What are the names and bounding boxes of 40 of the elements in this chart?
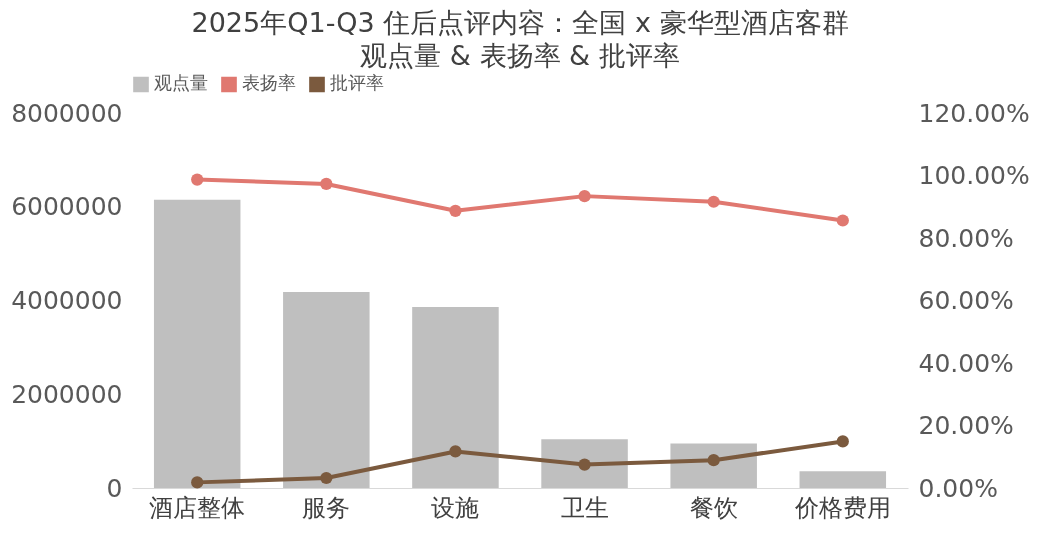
y2-tick-label: 120.00% — [918, 98, 1030, 128]
y2-tick-label: 0.00% — [918, 473, 998, 503]
bar — [541, 439, 628, 488]
y2-tick-label: 20.00% — [918, 411, 1014, 440]
point — [449, 204, 462, 217]
bar — [283, 292, 370, 488]
y-tick-label: 8000000 — [11, 98, 123, 128]
y-tick-label: 2000000 — [11, 379, 123, 409]
x-tick-label: 卫生 — [560, 493, 609, 522]
y-tick-label: 4000000 — [11, 286, 123, 315]
point — [707, 454, 720, 467]
point — [836, 435, 849, 448]
bar — [799, 471, 887, 488]
y-tick-label: 0 — [106, 473, 123, 503]
point — [449, 445, 462, 458]
point — [578, 458, 591, 471]
y2-tick-label: 80.00% — [918, 223, 1014, 253]
point — [320, 471, 333, 485]
point — [836, 214, 849, 227]
y-tick-label: 6000000 — [11, 192, 123, 222]
point — [578, 190, 591, 203]
x-tick-label: 设施 — [431, 493, 480, 522]
x-tick-label: 餐饮 — [689, 493, 738, 522]
x-tick-label: 价格费用 — [793, 493, 891, 522]
chart-subtitle: 观点量 & 表扬率 & 批评率 — [360, 40, 680, 71]
chart-title: 2025年Q1-Q3 住后点评内容：全国 x 豪华型酒店客群 — [191, 7, 849, 38]
legend-label: 观点量 — [154, 72, 208, 94]
x-tick-label: 酒店整体 — [149, 493, 246, 522]
x-tick-label: 服务 — [302, 493, 351, 522]
y2-tick-label: 60.00% — [918, 286, 1014, 315]
legend-label: 表扬率 — [242, 72, 296, 94]
bar — [153, 199, 241, 488]
point — [707, 195, 720, 208]
bar — [412, 307, 499, 488]
point — [191, 173, 204, 186]
y2-tick-label: 100.00% — [918, 161, 1030, 190]
point — [320, 177, 333, 191]
point — [191, 476, 204, 489]
legend-label: 批评率 — [330, 72, 384, 94]
y2-tick-label: 40.00% — [918, 348, 1014, 378]
